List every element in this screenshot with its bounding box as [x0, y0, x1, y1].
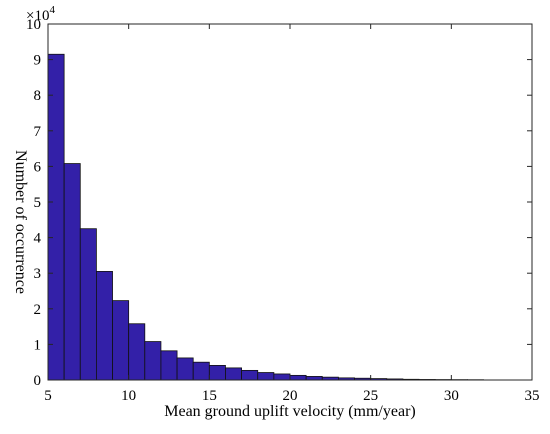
y-tick-label: 5 [34, 195, 42, 211]
histogram-bar-8 [160, 350, 178, 381]
histogram-bar-13 [241, 369, 259, 381]
histogram-bar-5 [112, 300, 130, 381]
histogram-bar-16 [289, 374, 307, 381]
y-axis-ticks: 0 1 2 3 4 5 6 7 8 9 10 [26, 17, 532, 389]
histogram-bar-17 [305, 376, 323, 381]
x-tick-label: 30 [444, 388, 459, 404]
y-tick-label: 2 [34, 302, 42, 318]
x-axis-label: Mean ground uplift velocity (mm/year) [164, 403, 415, 420]
y-multiplier-base: ×10 [26, 8, 49, 24]
histogram-bars [47, 53, 485, 381]
histogram-bar-6 [128, 323, 146, 381]
histogram-bar-12 [225, 367, 242, 381]
y-tick-label: 9 [34, 53, 42, 69]
x-tick-label: 10 [121, 388, 136, 404]
y-tick-label: 8 [34, 88, 42, 104]
x-tick-label: 25 [363, 388, 378, 404]
y-tick-label: 6 [34, 159, 42, 175]
y-axis-multiplier: ×104 [26, 4, 55, 24]
y-axis-label: Number of occurrence [12, 150, 29, 294]
histogram-bar-14 [257, 372, 275, 381]
y-tick-label: 4 [34, 231, 42, 247]
y-tick-label: 7 [34, 124, 42, 140]
histogram-bar-1 [47, 53, 65, 381]
histogram-bar-3 [79, 228, 97, 381]
histogram-bar-7 [144, 341, 162, 381]
histogram-bar-11 [208, 365, 226, 381]
y-tick-label: 3 [34, 266, 42, 282]
y-multiplier-exponent: 4 [49, 4, 55, 16]
x-tick-label: 5 [44, 388, 52, 404]
x-tick-label: 20 [283, 388, 298, 404]
x-tick-label: 15 [202, 388, 217, 404]
x-tick-label: 35 [525, 388, 540, 404]
histogram-bar-2 [63, 163, 81, 381]
y-tick-label: 1 [34, 337, 42, 353]
histogram-bar-9 [176, 357, 194, 381]
y-tick-label: 10 [26, 17, 41, 33]
y-tick-label: 0 [34, 373, 42, 389]
x-axis-ticks: 5 10 15 20 25 30 35 [44, 24, 540, 404]
histogram-bar-4 [96, 271, 113, 381]
histogram-bar-15 [273, 373, 291, 381]
histogram-bar-10 [192, 361, 210, 381]
